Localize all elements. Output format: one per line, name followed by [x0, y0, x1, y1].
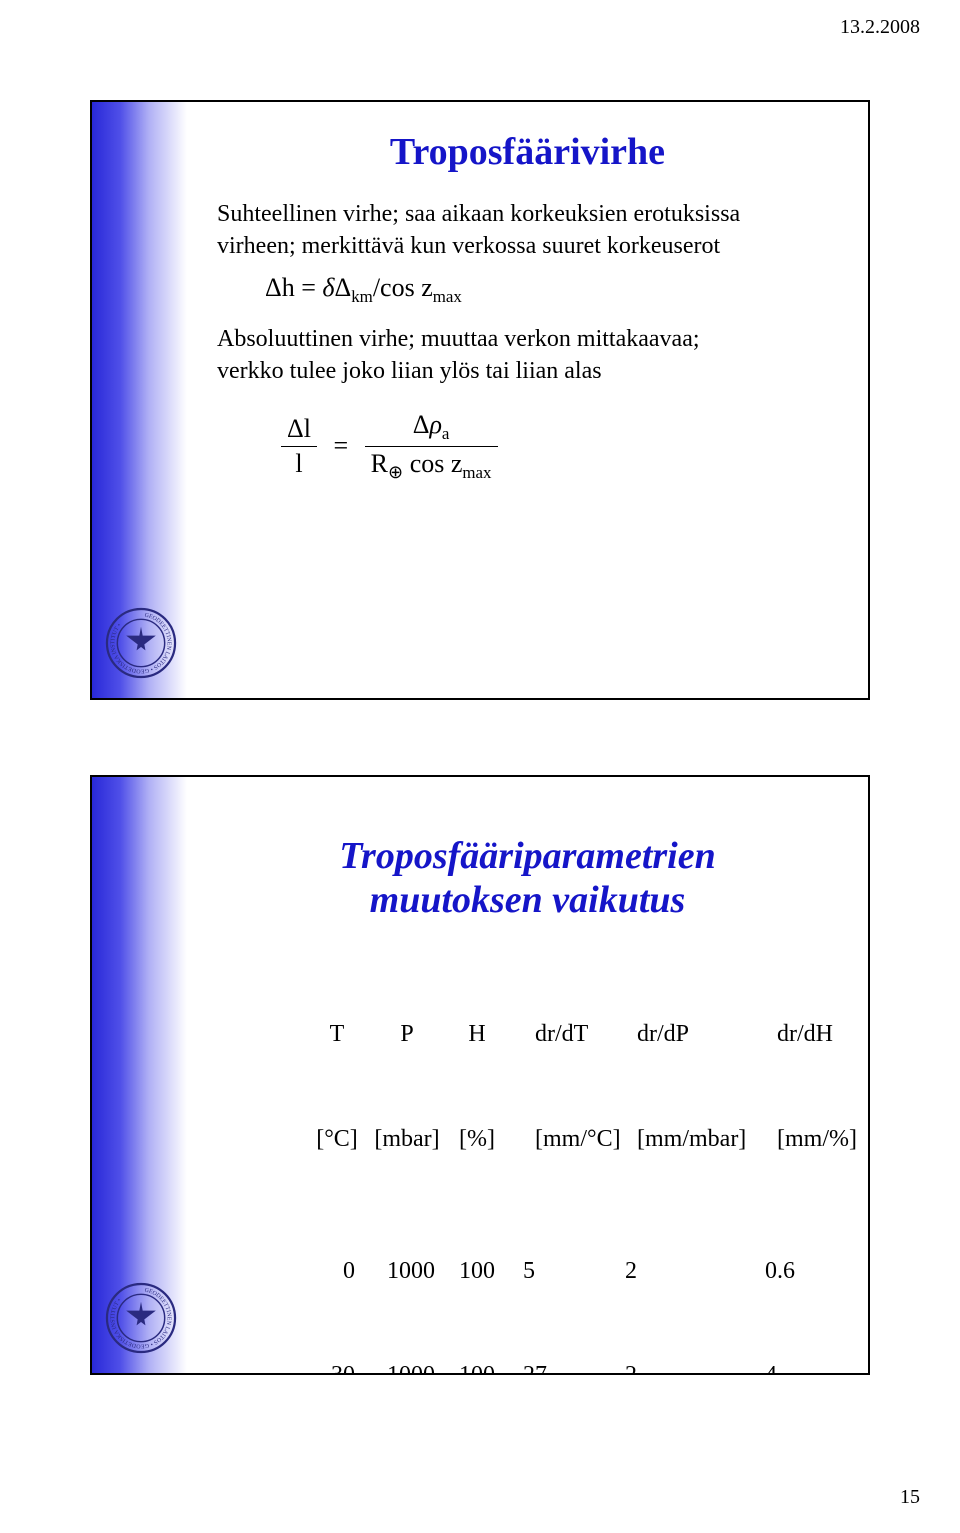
slide-title: Troposfäärivirhe: [217, 130, 838, 174]
cell: 100: [435, 1254, 495, 1289]
col-unit: [mbar]: [367, 1122, 447, 1157]
numerator: Δρa: [365, 410, 498, 446]
formula-part: Δ: [334, 273, 351, 302]
slide-content: Troposfäärivirhe Suhteellinen virhe; saa…: [187, 102, 868, 698]
institute-seal-icon: GEODEETTINEN LAITOS • GEODETISKA INSTITU…: [104, 606, 178, 680]
col-header: dr/dP: [617, 1017, 767, 1052]
institute-seal-icon: GEODEETTINEN LAITOS • GEODETISKA INSTITU…: [104, 1281, 178, 1355]
cell: 0.6: [755, 1254, 865, 1289]
subscript: km: [351, 287, 373, 306]
col-header: T: [307, 1017, 367, 1052]
cell: 100: [435, 1358, 495, 1375]
slide-troposfaarivirhe: GEODEETTINEN LAITOS • GEODETISKA INSTITU…: [90, 100, 870, 700]
table-units-row: [°C][mbar][%][mm/°C][mm/mbar][mm/%]: [247, 1087, 838, 1191]
table-header: TPHdr/dTdr/dPdr/dH [°C][mbar][%][mm/°C][…: [247, 982, 838, 1191]
formula-delta-h: Δh = δΔkm/cos zmax: [265, 273, 838, 307]
text-line: Absoluuttinen virhe; muuttaa verkon mitt…: [217, 326, 700, 352]
equals-sign: =: [327, 431, 354, 461]
formula-part: Δ: [413, 410, 430, 439]
fraction-right: Δρa R⊕ cos zmax: [365, 410, 498, 483]
col-unit: [°C]: [307, 1122, 367, 1157]
formula-part: R: [371, 449, 388, 478]
table-row: 3010001002724: [247, 1324, 838, 1375]
col-unit: [%]: [447, 1122, 507, 1157]
slide-troposfaariparametrien: GEODEETTINEN LAITOS • GEODETISKA INSTITU…: [90, 775, 870, 1375]
text-line: Suhteellinen virhe; saa aikaan korkeuksi…: [217, 201, 740, 227]
cell: 1000: [355, 1358, 435, 1375]
slide-title: Troposfääriparametrien muutoksen vaikutu…: [217, 835, 838, 922]
cell: 2: [605, 1358, 755, 1375]
table-header-row: TPHdr/dTdr/dPdr/dH: [247, 982, 838, 1086]
formula-part: /cos z: [373, 273, 433, 302]
greek-delta: δ: [322, 273, 334, 302]
page-number: 15: [900, 1486, 920, 1509]
paragraph-absolute-error: Absoluuttinen virhe; muuttaa verkon mitt…: [217, 323, 838, 388]
title-line: Troposfääriparametrien: [339, 835, 716, 877]
document-date: 13.2.2008: [840, 16, 920, 39]
formula-fraction: Δl l = Δρa R⊕ cos zmax: [277, 410, 502, 483]
numerator: Δl: [281, 414, 317, 446]
cell: 0: [295, 1254, 355, 1289]
text-line: verkko tulee joko liian ylös tai liian a…: [217, 358, 602, 384]
cell: 2: [605, 1254, 755, 1289]
cell: 30: [295, 1358, 355, 1375]
cell: 5: [495, 1254, 605, 1289]
subscript: a: [442, 424, 450, 443]
parameter-table: TPHdr/dTdr/dPdr/dH [°C][mbar][%][mm/°C][…: [247, 982, 838, 1375]
slide-content: Troposfääriparametrien muutoksen vaikutu…: [187, 777, 868, 1373]
table-row: 01000100520.6: [247, 1219, 838, 1323]
col-header: dr/dT: [507, 1017, 617, 1052]
col-unit: [mm/%]: [767, 1122, 870, 1157]
cell: 4: [755, 1358, 865, 1375]
formula-part: Δh =: [265, 273, 322, 302]
col-unit: [mm/mbar]: [617, 1122, 767, 1157]
col-header: H: [447, 1017, 507, 1052]
col-unit: [mm/°C]: [507, 1122, 617, 1157]
denominator: l: [281, 446, 317, 479]
paragraph-relative-error: Suhteellinen virhe; saa aikaan korkeuksi…: [217, 198, 838, 263]
subscript: max: [433, 287, 462, 306]
formula-part: cos z: [403, 449, 462, 478]
subscript: max: [462, 463, 491, 482]
text-line: virheen; merkittävä kun verkossa suuret …: [217, 233, 720, 259]
fraction-left: Δl l: [281, 414, 317, 479]
cell: 27: [495, 1358, 605, 1375]
denominator: R⊕ cos zmax: [365, 446, 498, 483]
greek-rho: ρ: [429, 410, 441, 439]
cell: 1000: [355, 1254, 435, 1289]
col-header: dr/dH: [767, 1017, 870, 1052]
col-header: P: [367, 1017, 447, 1052]
title-line: muutoksen vaikutus: [370, 879, 686, 921]
earth-symbol: ⊕: [388, 462, 403, 482]
